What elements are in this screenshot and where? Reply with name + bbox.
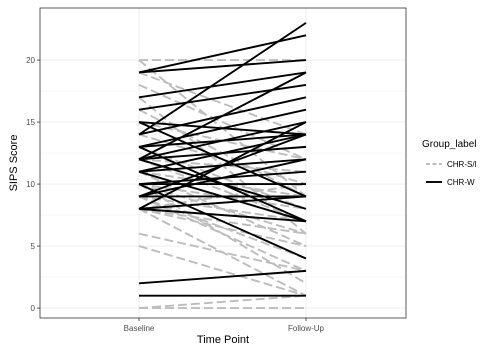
x-tick-label: Baseline <box>124 324 155 333</box>
series-line-chr-w <box>138 121 307 210</box>
legend: Group_label CHR-S/I CHR-W <box>422 139 477 187</box>
y-axis-title: SIPS Score <box>8 135 20 192</box>
series-line-chr-si <box>138 183 307 235</box>
series-line-chr-si <box>138 71 307 136</box>
x-tick-label: Follow-Up <box>288 324 325 333</box>
y-tick-label: 0 <box>31 304 36 313</box>
series-line-chr-si <box>138 207 307 248</box>
series-line-chr-w <box>138 108 307 148</box>
legend-entries: CHR-S/I CHR-W <box>426 160 477 187</box>
plot-border <box>39 7 407 319</box>
y-tick-label: 20 <box>26 56 35 65</box>
series-line-chr-si <box>138 133 307 185</box>
grid-major <box>40 8 406 318</box>
series-line-chr-si <box>138 232 307 272</box>
series-line-chr-w <box>138 22 307 136</box>
y-tick-label: 5 <box>31 242 36 251</box>
series-line-chr-w <box>138 207 307 223</box>
x-axis-ticks: Baseline Follow-Up <box>124 318 325 333</box>
series-line-chr-w <box>138 59 307 74</box>
legend-title: Group_label <box>422 139 476 150</box>
series-line-chr-w <box>138 195 307 210</box>
series-line-chr-w <box>138 71 307 99</box>
series-line-chr-w <box>138 269 307 285</box>
legend-label: CHR-W <box>447 178 475 187</box>
y-axis-ticks: 0 5 10 15 20 <box>26 56 40 313</box>
series-line-chr-w <box>138 158 307 198</box>
series-line-chr-si <box>138 294 307 310</box>
series-line-chr-w <box>138 83 307 111</box>
series-line-chr-si <box>138 84 307 161</box>
series-line-chr-si <box>138 195 307 223</box>
series-line-chr-w <box>138 133 307 173</box>
series-line-chr-si <box>138 195 307 272</box>
legend-label: CHR-S/I <box>447 160 477 169</box>
series-line-chr-w <box>138 121 307 161</box>
series-line-chr-w <box>138 71 307 161</box>
series-layer <box>138 22 307 310</box>
y-tick-label: 10 <box>26 180 35 189</box>
x-axis-title: Time Point <box>197 334 249 346</box>
y-tick-label: 15 <box>26 118 35 127</box>
series-line-chr-si <box>138 245 307 297</box>
